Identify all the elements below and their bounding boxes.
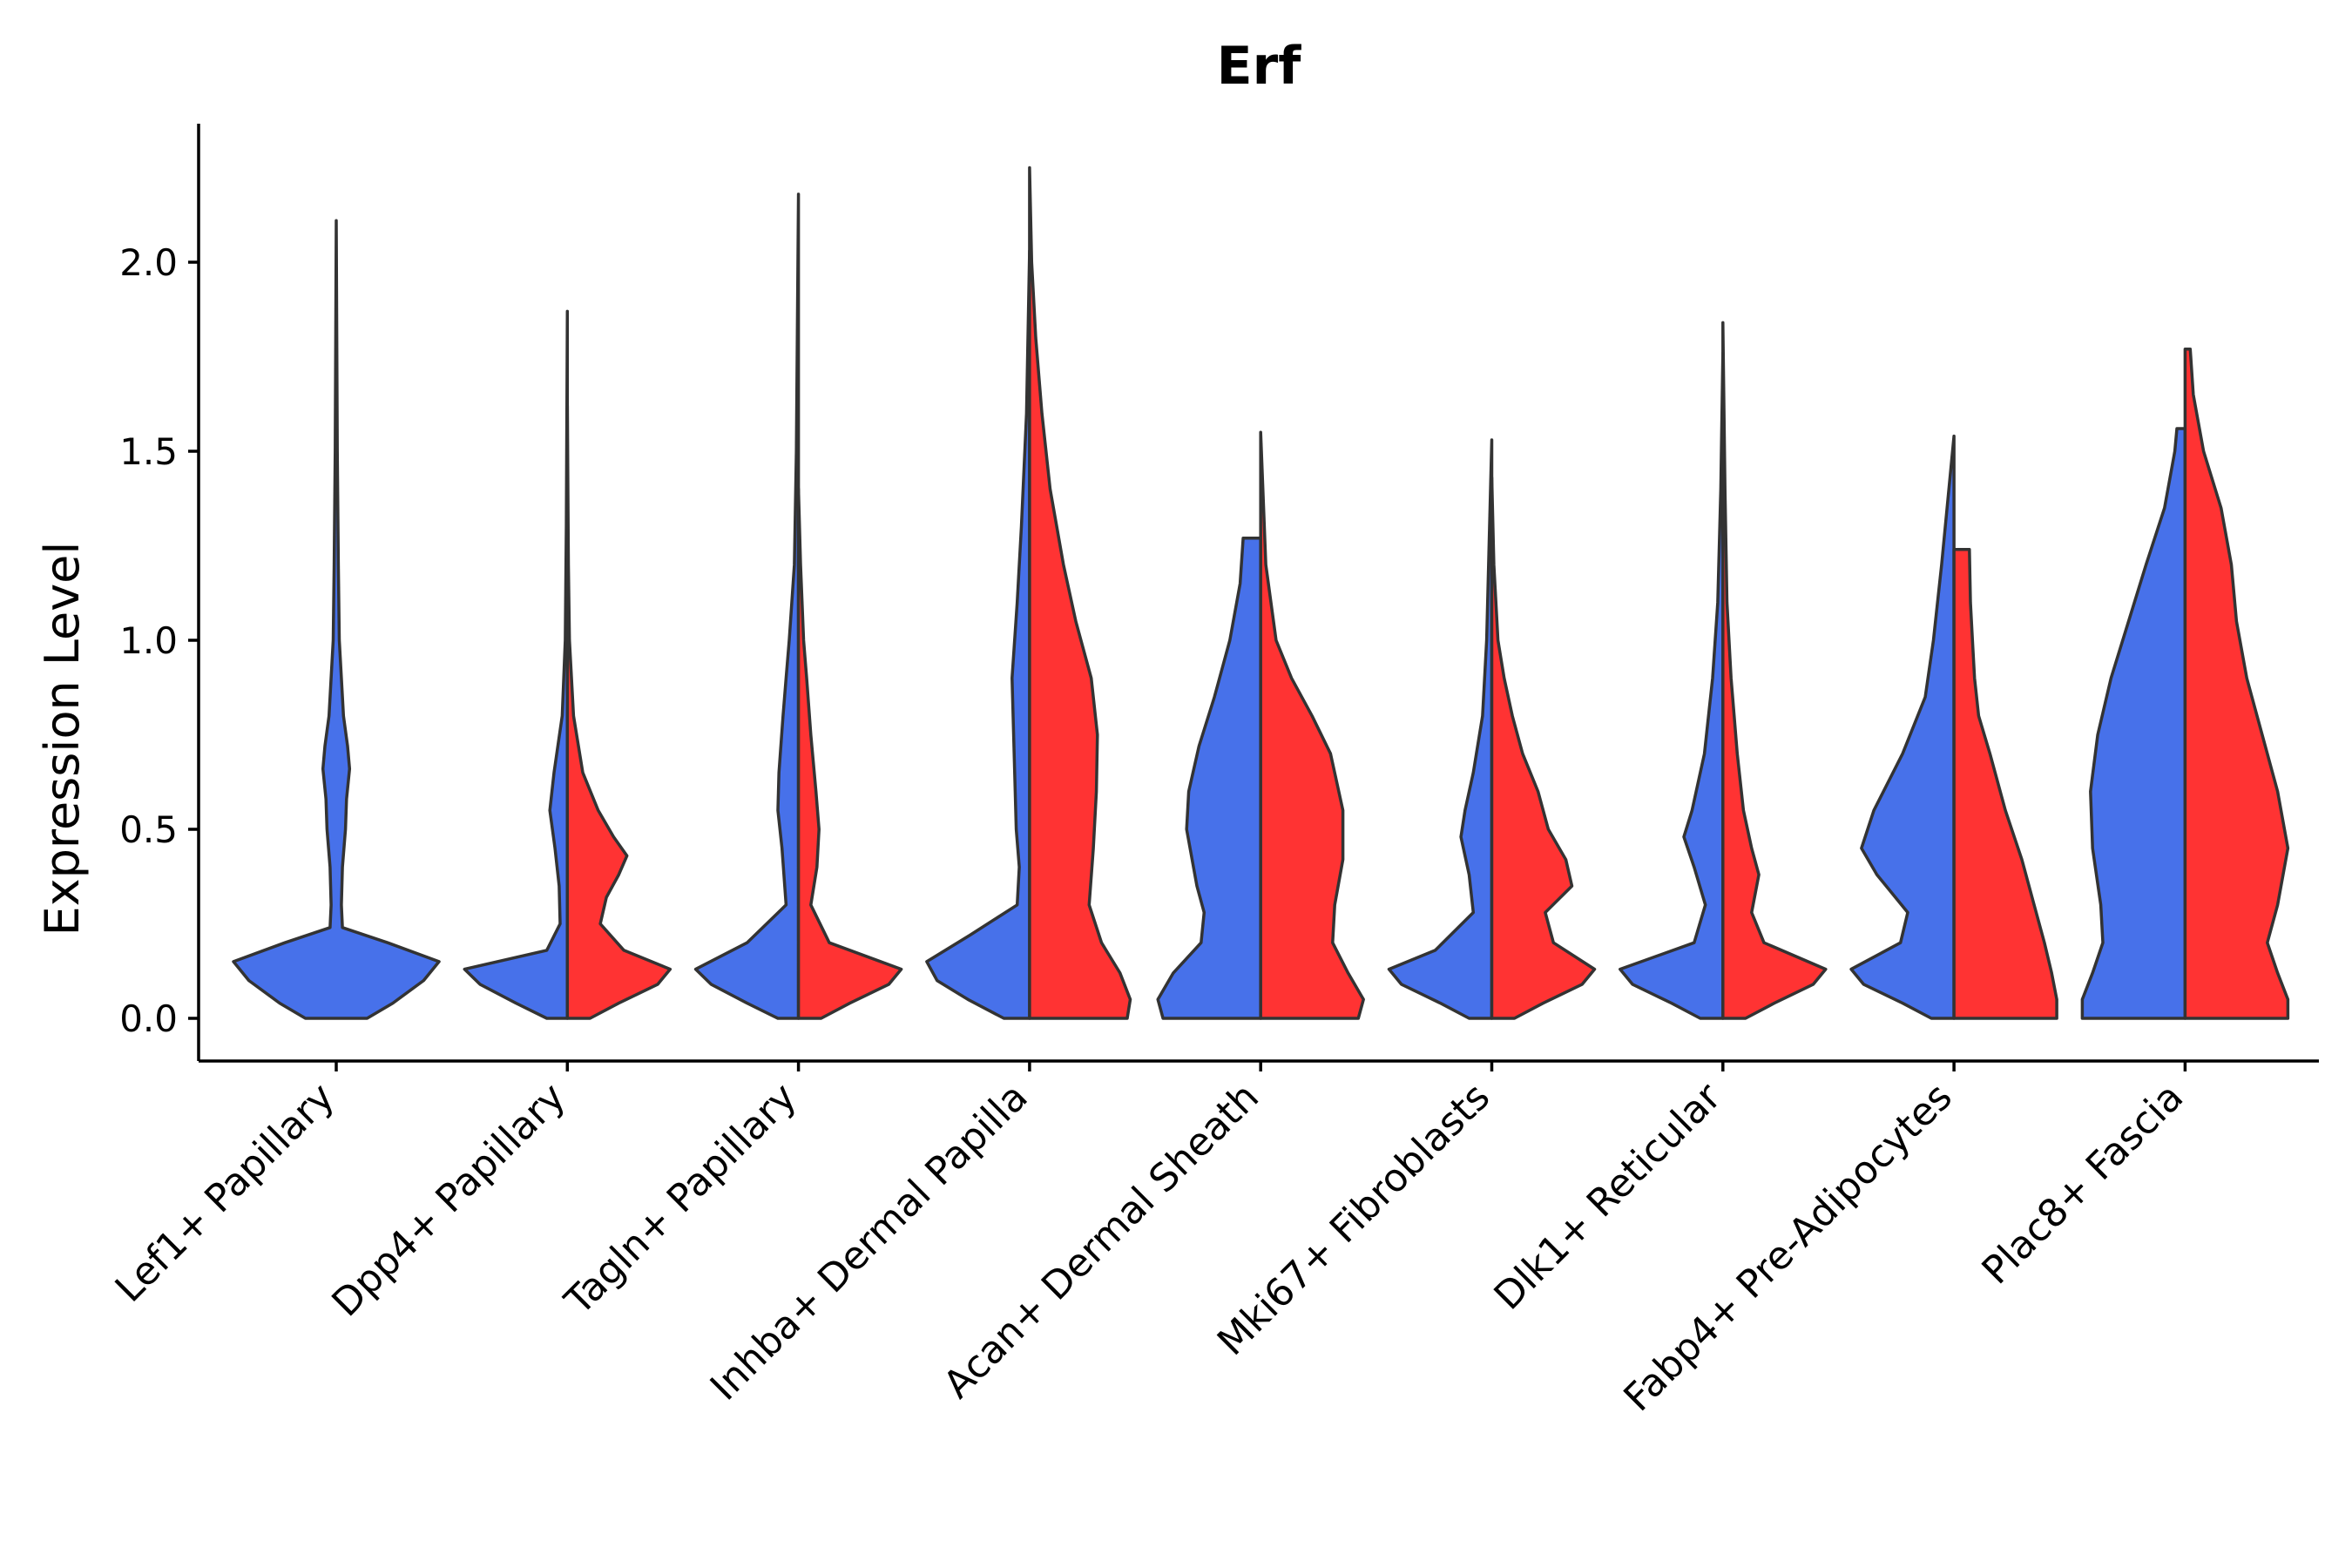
violin-left: [693, 193, 801, 1020]
x-tick-label: Dlk1+ Reticular: [1486, 1074, 1731, 1319]
violin-group: [1619, 321, 1828, 1020]
violin-right: [1259, 430, 1365, 1020]
violin-group: [2080, 348, 2290, 1020]
violin-group: [1849, 434, 2058, 1020]
y-axis-ticks: 0.0 0.5 1.0 1.5 2.0: [119, 241, 199, 1040]
violin-left: [463, 309, 570, 1020]
violin-right: [1952, 548, 2058, 1020]
violin-right: [2183, 348, 2290, 1020]
violin-group: [1156, 430, 1365, 1020]
violin-group: [693, 193, 903, 1020]
x-tick-label: Lef1+ Papillary: [107, 1075, 343, 1311]
violin-group: [925, 166, 1132, 1020]
y-tick-label: 0.0: [119, 997, 178, 1040]
y-axis-label: Expression Level: [35, 542, 90, 936]
violin-group: [463, 309, 672, 1020]
y-tick-label: 0.5: [119, 808, 178, 851]
violin-left: [1849, 434, 1956, 1020]
violin-right: [1721, 321, 1828, 1020]
violin-left: [1619, 351, 1725, 1020]
chart-title: Erf: [1217, 36, 1302, 97]
violin-group: [1387, 438, 1597, 1020]
violin-left: [925, 249, 1031, 1020]
violin-group: [232, 219, 441, 1020]
plot-area: [232, 166, 2290, 1020]
y-tick-label: 1.5: [119, 430, 178, 473]
x-tick-label: Dpp4+ Papillary: [323, 1075, 574, 1326]
violin-left: [1387, 438, 1494, 1020]
violin-right: [565, 404, 672, 1020]
y-tick-label: 2.0: [119, 241, 178, 284]
violin-left: [1156, 537, 1262, 1020]
x-tick-label: Tagln+ Papillary: [556, 1075, 805, 1324]
violin-right: [1490, 476, 1597, 1020]
y-tick-label: 1.0: [119, 619, 178, 662]
violin-right: [1028, 166, 1132, 1020]
violin-left: [2080, 427, 2187, 1020]
x-tick-label: Plac8+ Fascia: [1974, 1075, 2193, 1294]
violin-right: [796, 487, 903, 1020]
violin-left: [232, 219, 441, 1020]
